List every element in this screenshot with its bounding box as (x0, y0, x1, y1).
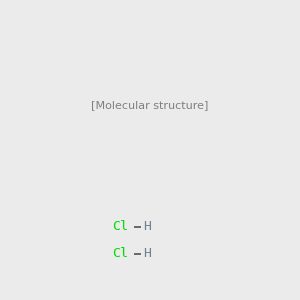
Text: Cl: Cl (112, 247, 128, 260)
Text: Cl: Cl (112, 220, 128, 233)
Text: H: H (143, 220, 152, 233)
Text: [Molecular structure]: [Molecular structure] (91, 100, 209, 110)
Text: H: H (143, 247, 152, 260)
